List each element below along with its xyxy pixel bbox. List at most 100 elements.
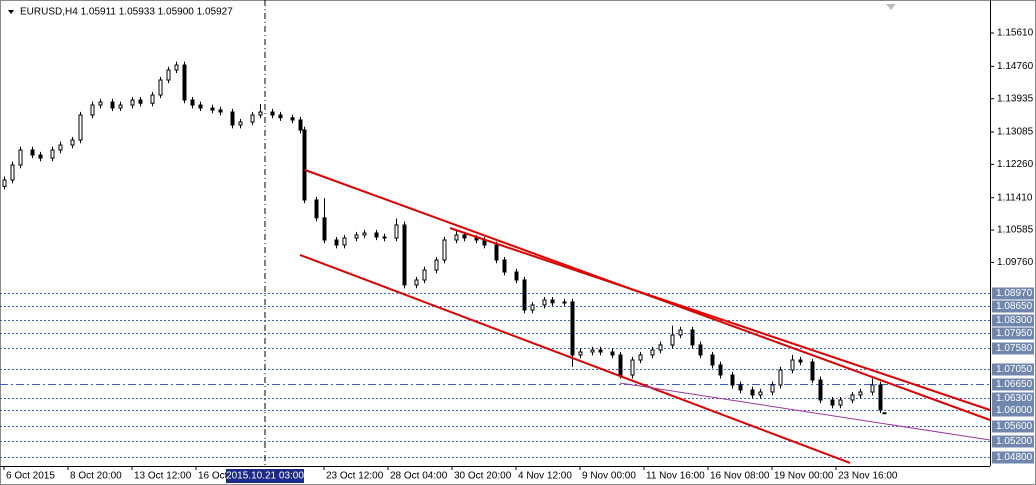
level-label-box xyxy=(992,392,1034,405)
candle-body xyxy=(698,344,703,356)
x-tick-label: 13 Oct 12:00 xyxy=(134,471,192,482)
candle-body xyxy=(738,384,743,391)
x-tick-label: 6 Oct 2015 xyxy=(6,471,55,482)
level-label: 1.06650 xyxy=(996,379,1033,390)
candle-body xyxy=(230,111,235,126)
level-label-box xyxy=(992,378,1034,391)
candle-body xyxy=(710,354,715,366)
level-label-box xyxy=(992,363,1034,376)
candle-body xyxy=(342,237,347,246)
trendline xyxy=(449,227,991,411)
y-tick-label: 1.12260 xyxy=(997,159,1034,170)
candle-body xyxy=(50,149,55,159)
candle-body xyxy=(18,149,23,166)
candle-body xyxy=(210,107,215,111)
candle-body xyxy=(670,334,675,346)
candle-body xyxy=(174,64,179,71)
candle-body xyxy=(730,374,735,386)
crosshair-label: 2015.10.21 03:00 xyxy=(226,471,304,482)
candle-body xyxy=(750,389,755,396)
candle-body xyxy=(78,114,83,141)
candle-body xyxy=(270,111,275,116)
x-tick-label: 28 Oct 04:00 xyxy=(390,471,448,482)
candle-body xyxy=(462,234,467,239)
level-label-box xyxy=(992,300,1034,313)
candle-body xyxy=(130,99,135,106)
candle-body xyxy=(182,64,187,101)
y-tick-label: 1.09760 xyxy=(997,257,1034,268)
level-label: 1.08300 xyxy=(996,315,1033,326)
candle-body xyxy=(298,119,303,131)
candle-body xyxy=(850,394,855,401)
x-tick-label: 4 Nov 12:00 xyxy=(518,471,572,482)
candle-body xyxy=(158,79,163,96)
candle-body xyxy=(442,239,447,261)
candle-body xyxy=(522,279,527,311)
candle-body xyxy=(150,94,155,104)
level-label-box xyxy=(992,314,1034,327)
candle-body xyxy=(90,104,95,116)
candle-body xyxy=(302,129,307,201)
x-tick-label: 30 Oct 20:00 xyxy=(454,471,512,482)
level-label: 1.05600 xyxy=(996,421,1033,432)
y-tick-label: 1.13085 xyxy=(997,127,1034,138)
candle-body xyxy=(402,224,407,286)
candle-body xyxy=(590,349,595,353)
y-tick-label: 1.11410 xyxy=(997,192,1033,203)
level-label: 1.06300 xyxy=(996,393,1033,404)
candle-body xyxy=(190,99,195,106)
level-label-box xyxy=(992,404,1034,417)
candle-body xyxy=(290,117,295,121)
candle-body xyxy=(618,354,623,376)
candle-body xyxy=(422,269,427,281)
candle-body xyxy=(514,271,519,281)
candle-body xyxy=(454,234,459,241)
candle-body xyxy=(30,149,35,156)
x-tick-label: 19 Nov 00:00 xyxy=(774,471,834,482)
candle-body xyxy=(238,121,243,126)
x-tick-label: 23 Oct 12:00 xyxy=(326,471,384,482)
candle-body xyxy=(598,349,603,353)
candle-body xyxy=(550,299,555,304)
candle-body xyxy=(38,154,43,159)
candle-body xyxy=(878,384,883,411)
candle-body xyxy=(354,234,359,239)
candle-body xyxy=(258,111,263,116)
candle-body xyxy=(110,101,115,109)
trendline xyxy=(299,254,851,464)
candle-body xyxy=(2,179,7,187)
candle-body xyxy=(58,144,63,151)
candle-body xyxy=(502,259,507,273)
candle-body xyxy=(562,301,567,304)
candle-body xyxy=(882,412,887,415)
level-label: 1.04800 xyxy=(996,452,1033,463)
x-tick-label: 16 Oct xyxy=(198,471,228,482)
candle-body xyxy=(322,217,327,241)
candle-body xyxy=(10,164,15,181)
x-tick-label: 8 Oct 20:00 xyxy=(70,471,122,482)
candle-body xyxy=(838,399,843,406)
candle-body xyxy=(830,399,835,406)
level-label-box xyxy=(992,420,1034,433)
candle-body xyxy=(650,349,655,356)
candle-body xyxy=(678,329,683,336)
candle-body xyxy=(658,344,663,351)
menu-arrow xyxy=(8,10,14,14)
candle-body xyxy=(790,359,795,371)
candle-body xyxy=(414,279,419,286)
level-label-box xyxy=(992,327,1034,340)
scroll-marker xyxy=(886,4,896,10)
candle-body xyxy=(570,301,575,356)
candle-body xyxy=(394,224,399,239)
candle-body xyxy=(690,329,695,346)
candle-body xyxy=(818,379,823,401)
candle-body xyxy=(718,364,723,376)
level-label-box xyxy=(992,451,1034,464)
x-tick-label: 16 Nov 08:00 xyxy=(710,471,770,482)
candle-body xyxy=(474,237,479,241)
candle-body xyxy=(278,114,283,119)
candle-body xyxy=(810,361,815,381)
candle-body xyxy=(798,359,803,363)
candle-body xyxy=(314,199,319,219)
candle-body xyxy=(118,104,123,109)
